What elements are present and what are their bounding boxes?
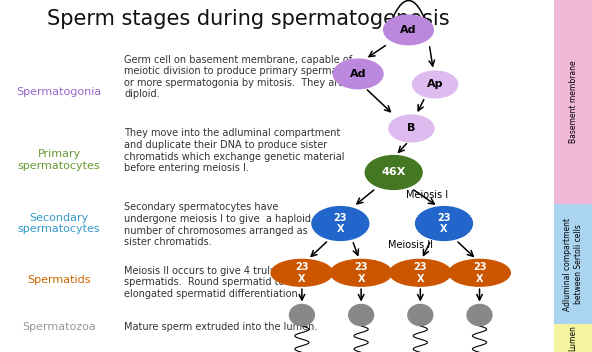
Ellipse shape <box>289 304 314 326</box>
Text: Sperm stages during spermatogenesis: Sperm stages during spermatogenesis <box>47 9 450 29</box>
Text: Spermatids: Spermatids <box>27 275 91 285</box>
Ellipse shape <box>449 259 510 286</box>
Text: Ad: Ad <box>400 25 417 35</box>
Text: Meiosis I: Meiosis I <box>406 190 448 200</box>
Text: Ap: Ap <box>427 80 443 89</box>
Ellipse shape <box>312 207 369 240</box>
Text: Spermatogonia: Spermatogonia <box>17 87 102 96</box>
Ellipse shape <box>333 59 383 89</box>
Text: 23
X: 23 X <box>473 262 486 284</box>
Text: 23
X: 23 X <box>414 262 427 284</box>
Ellipse shape <box>365 156 422 189</box>
Ellipse shape <box>416 207 472 240</box>
Ellipse shape <box>408 304 433 326</box>
Text: Germ cell on basement membrane, capable of
meiotic division to produce primary s: Germ cell on basement membrane, capable … <box>124 55 374 99</box>
Text: Primary
spermatocytes: Primary spermatocytes <box>18 149 101 171</box>
Ellipse shape <box>467 304 492 326</box>
Text: Adluminal compartment
between Sertoli cells: Adluminal compartment between Sertoli ce… <box>564 218 583 310</box>
Ellipse shape <box>389 115 434 142</box>
Bar <box>554 0 592 204</box>
Text: Spermatozoa: Spermatozoa <box>22 322 96 332</box>
Text: Meiosis II occurs to give 4 truly haploid
spermatids.  Round spermatid to
elonga: Meiosis II occurs to give 4 truly haploi… <box>124 266 315 299</box>
Ellipse shape <box>390 259 451 286</box>
Ellipse shape <box>330 259 392 286</box>
Text: Secondary
spermatocytes: Secondary spermatocytes <box>18 213 101 234</box>
Text: 23
X: 23 X <box>355 262 368 284</box>
Text: 46X: 46X <box>381 168 406 177</box>
Text: Basement membrane: Basement membrane <box>568 61 578 143</box>
Text: 23
X: 23 X <box>334 213 347 234</box>
Bar <box>554 204 592 324</box>
Ellipse shape <box>349 304 374 326</box>
Ellipse shape <box>271 259 333 286</box>
Text: Meiosis II: Meiosis II <box>388 240 433 250</box>
Text: 23
X: 23 X <box>295 262 308 284</box>
Text: 23
X: 23 X <box>437 213 451 234</box>
Text: They move into the adluminal compartment
and duplicate their DNA to produce sist: They move into the adluminal compartment… <box>124 128 345 173</box>
Text: Mature sperm extruded into the lumen.: Mature sperm extruded into the lumen. <box>124 322 318 332</box>
Bar <box>554 324 592 352</box>
Text: Ad: Ad <box>350 69 366 79</box>
Text: B: B <box>407 124 416 133</box>
Ellipse shape <box>384 15 433 45</box>
Text: Lumen: Lumen <box>568 325 578 351</box>
Text: Secondary spermatocytes have
undergone meiosis I to give  a haploid
number of ch: Secondary spermatocytes have undergone m… <box>124 202 311 247</box>
Ellipse shape <box>413 71 458 98</box>
